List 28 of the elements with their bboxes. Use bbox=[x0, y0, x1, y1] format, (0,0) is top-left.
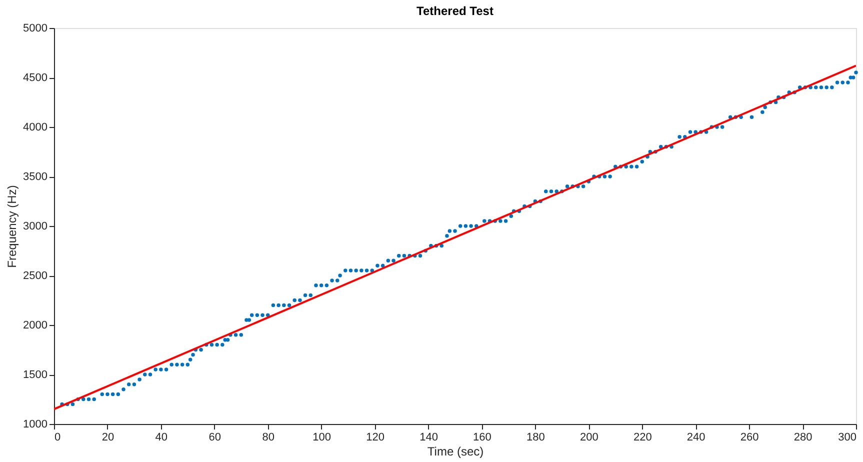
y-axis-title: Frequency (Hz) bbox=[5, 185, 20, 268]
x-tick-label: 300 bbox=[838, 432, 856, 444]
y-tick-label: 1500 bbox=[23, 369, 48, 381]
x-tick-label: 240 bbox=[686, 432, 706, 444]
x-tick-label: 60 bbox=[208, 432, 222, 444]
y-tick-label: 1000 bbox=[23, 418, 48, 430]
y-tick-label: 4500 bbox=[23, 72, 48, 84]
y-tick-label: 2000 bbox=[23, 320, 48, 332]
x-tick-label: 0 bbox=[54, 432, 61, 444]
x-tick-label: 140 bbox=[420, 432, 438, 444]
y-tick-label: 3500 bbox=[23, 171, 48, 183]
x-tick-label: 120 bbox=[366, 432, 384, 444]
x-tick-label: 220 bbox=[633, 432, 652, 444]
x-tick-label: 200 bbox=[580, 432, 598, 444]
x-tick-label: 40 bbox=[155, 432, 168, 444]
x-tick-label: 80 bbox=[262, 432, 274, 444]
y-tick-label: 4000 bbox=[23, 122, 48, 134]
x-tick-label: 260 bbox=[740, 432, 759, 444]
x-axis-title: Time (sec) bbox=[427, 444, 484, 458]
x-tick-label: 160 bbox=[473, 432, 492, 444]
x-tick-label: 20 bbox=[102, 432, 114, 444]
x-tick-label: 180 bbox=[526, 432, 545, 444]
y-tick-label: 5000 bbox=[23, 22, 48, 34]
y-tick-label: 2500 bbox=[23, 270, 48, 282]
chart-title: Tethered Test bbox=[416, 4, 494, 18]
x-tick-label: 280 bbox=[794, 432, 812, 444]
x-tick-label: 100 bbox=[312, 432, 332, 444]
y-tick-label: 3000 bbox=[23, 220, 48, 232]
